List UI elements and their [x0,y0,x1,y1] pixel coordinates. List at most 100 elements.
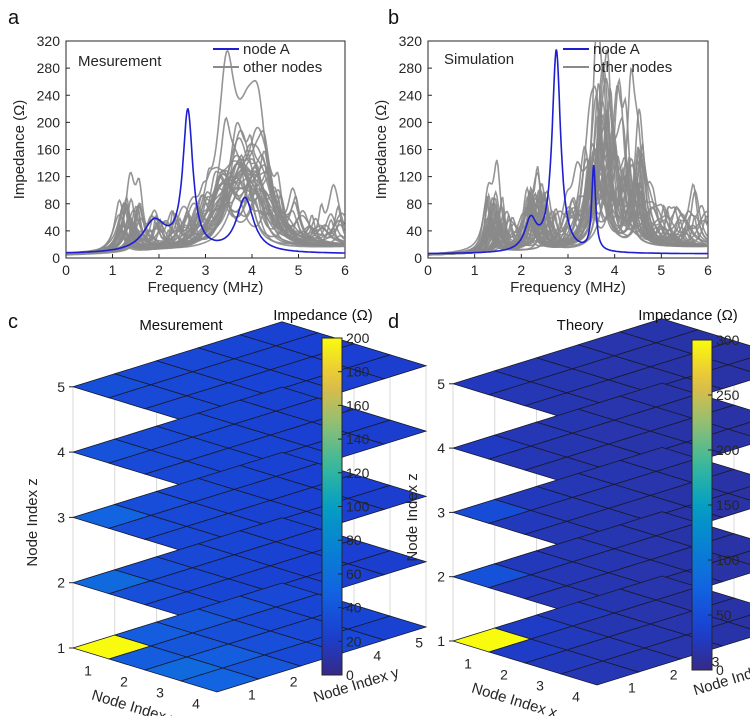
y-tick-label: 2 [290,674,298,690]
series-line-node-a [428,49,708,255]
x-axis-label: Frequency (MHz) [148,279,264,296]
heatmap-cell [346,354,428,380]
y-tick-label: 40 [44,223,60,239]
plot-title: Simulation [444,51,514,68]
y-tick-label: 120 [37,169,61,185]
z-tick-label: 4 [437,440,445,456]
heatmap-cell [346,615,428,641]
heatmap-cell [690,468,750,494]
colorbar-tick-label: 300 [716,332,740,348]
colorbar-tick-label: 250 [716,387,740,403]
plot-title: Mesurement [139,317,223,334]
series-line-other-nodes [428,157,708,256]
heatmap-cell [690,340,750,366]
legend-label-other-nodes: other nodes [593,59,672,76]
x-tick-label: 3 [202,262,210,278]
y-tick-label: 200 [399,114,423,130]
z-axis-label: Node Index z [24,478,41,566]
x-tick-label: 0 [424,262,432,278]
y-tick-label: 160 [37,142,61,158]
z-tick-label: 5 [57,379,65,395]
panel-letter-a: a [8,7,20,29]
series-line-node-a [66,108,345,254]
x-axis-label: Node Index x [90,687,180,716]
y-tick-label: 4 [373,648,381,664]
colorbar-tick-label: 100 [716,552,740,568]
x-tick-label: 1 [471,262,479,278]
y-axis-label: Impedance (Ω) [373,100,390,200]
colorbar-tick-label: 80 [346,532,362,548]
y-tick-label: 160 [399,142,423,158]
plot-title: Mesurement [78,53,162,70]
colorbar-tick-label: 140 [346,431,370,447]
y-tick-label: 3 [712,654,720,670]
heatmap-cell [690,533,750,559]
x-tick-label: 4 [192,696,200,712]
colorbar-title: Impedance (Ω) [638,307,738,324]
x-tick-label: 6 [704,262,712,278]
heatmap-cell [726,357,750,372]
colorbar-tick-label: 180 [346,364,370,380]
heatmap-cell [726,421,750,437]
y-tick-label: 280 [37,60,61,76]
x-axis-label: Node Index x [470,680,560,716]
colorbar-tick-label: 20 [346,633,362,649]
y-tick-label: 1 [248,687,256,703]
x-tick-label: 2 [500,667,508,683]
colorbar-tick-label: 120 [346,465,370,481]
heatmap-cell [726,486,750,501]
y-tick-label: 2 [670,667,678,683]
heatmap-cell [690,597,750,623]
y-tick-label: 1 [628,680,636,696]
series-line-other-nodes [66,198,345,256]
x-tick-label: 2 [517,262,525,278]
colorbar-tick-label: 50 [716,607,732,623]
x-tick-label: 4 [572,689,580,705]
z-tick-label: 5 [437,376,445,392]
z-tick-label: 1 [57,640,65,656]
x-tick-label: 4 [611,262,619,278]
y-axis-label: Impedance (Ω) [11,100,28,200]
heatmap-cell [346,550,428,576]
y-tick-label: 240 [399,87,423,103]
series-line-other-nodes [66,164,345,255]
z-tick-label: 3 [437,504,445,520]
heatmap-cell [726,550,750,565]
colorbar-tick-label: 0 [716,662,724,678]
x-tick-label: 0 [62,262,70,278]
y-tick-label: 5 [415,635,423,651]
x-tick-label: 1 [84,663,92,679]
y-tick-label: 0 [52,250,60,266]
z-tick-label: 3 [57,509,65,525]
legend-label-node-a: node A [593,41,640,58]
y-tick-label: 280 [399,60,423,76]
x-tick-label: 3 [156,685,164,701]
panel-letter-d: d [388,311,399,333]
z-tick-label: 1 [437,633,445,649]
x-tick-label: 1 [109,262,117,278]
y-tick-label: 240 [37,87,61,103]
colorbar-title: Impedance (Ω) [273,307,373,324]
y-tick-label: 0 [414,250,422,266]
plot-title: Theory [557,317,604,334]
x-tick-label: 5 [295,262,303,278]
panel-letter-c: c [8,311,18,333]
line-chart-b: 0 1 2 3 4 5 6 0 40 80 120 160 200 240 280 320 Frequency … [373,33,712,296]
y-tick-label: 40 [406,223,422,239]
colorbar-tick-label: 40 [346,600,362,616]
colorbar-tick-label: 100 [346,499,370,515]
x-tick-label: 1 [464,656,472,672]
z-tick-label: 2 [437,569,445,585]
y-tick-label: 80 [406,196,422,212]
plot-area [428,41,708,256]
x-tick-label: 6 [341,262,349,278]
x-tick-label: 5 [657,262,665,278]
series-line-other-nodes [428,112,708,256]
y-tick-label: 80 [44,196,60,212]
panel-letter-b: b [388,7,399,29]
colorbar-tick-label: 0 [346,667,354,683]
x-tick-label: 2 [155,262,163,278]
